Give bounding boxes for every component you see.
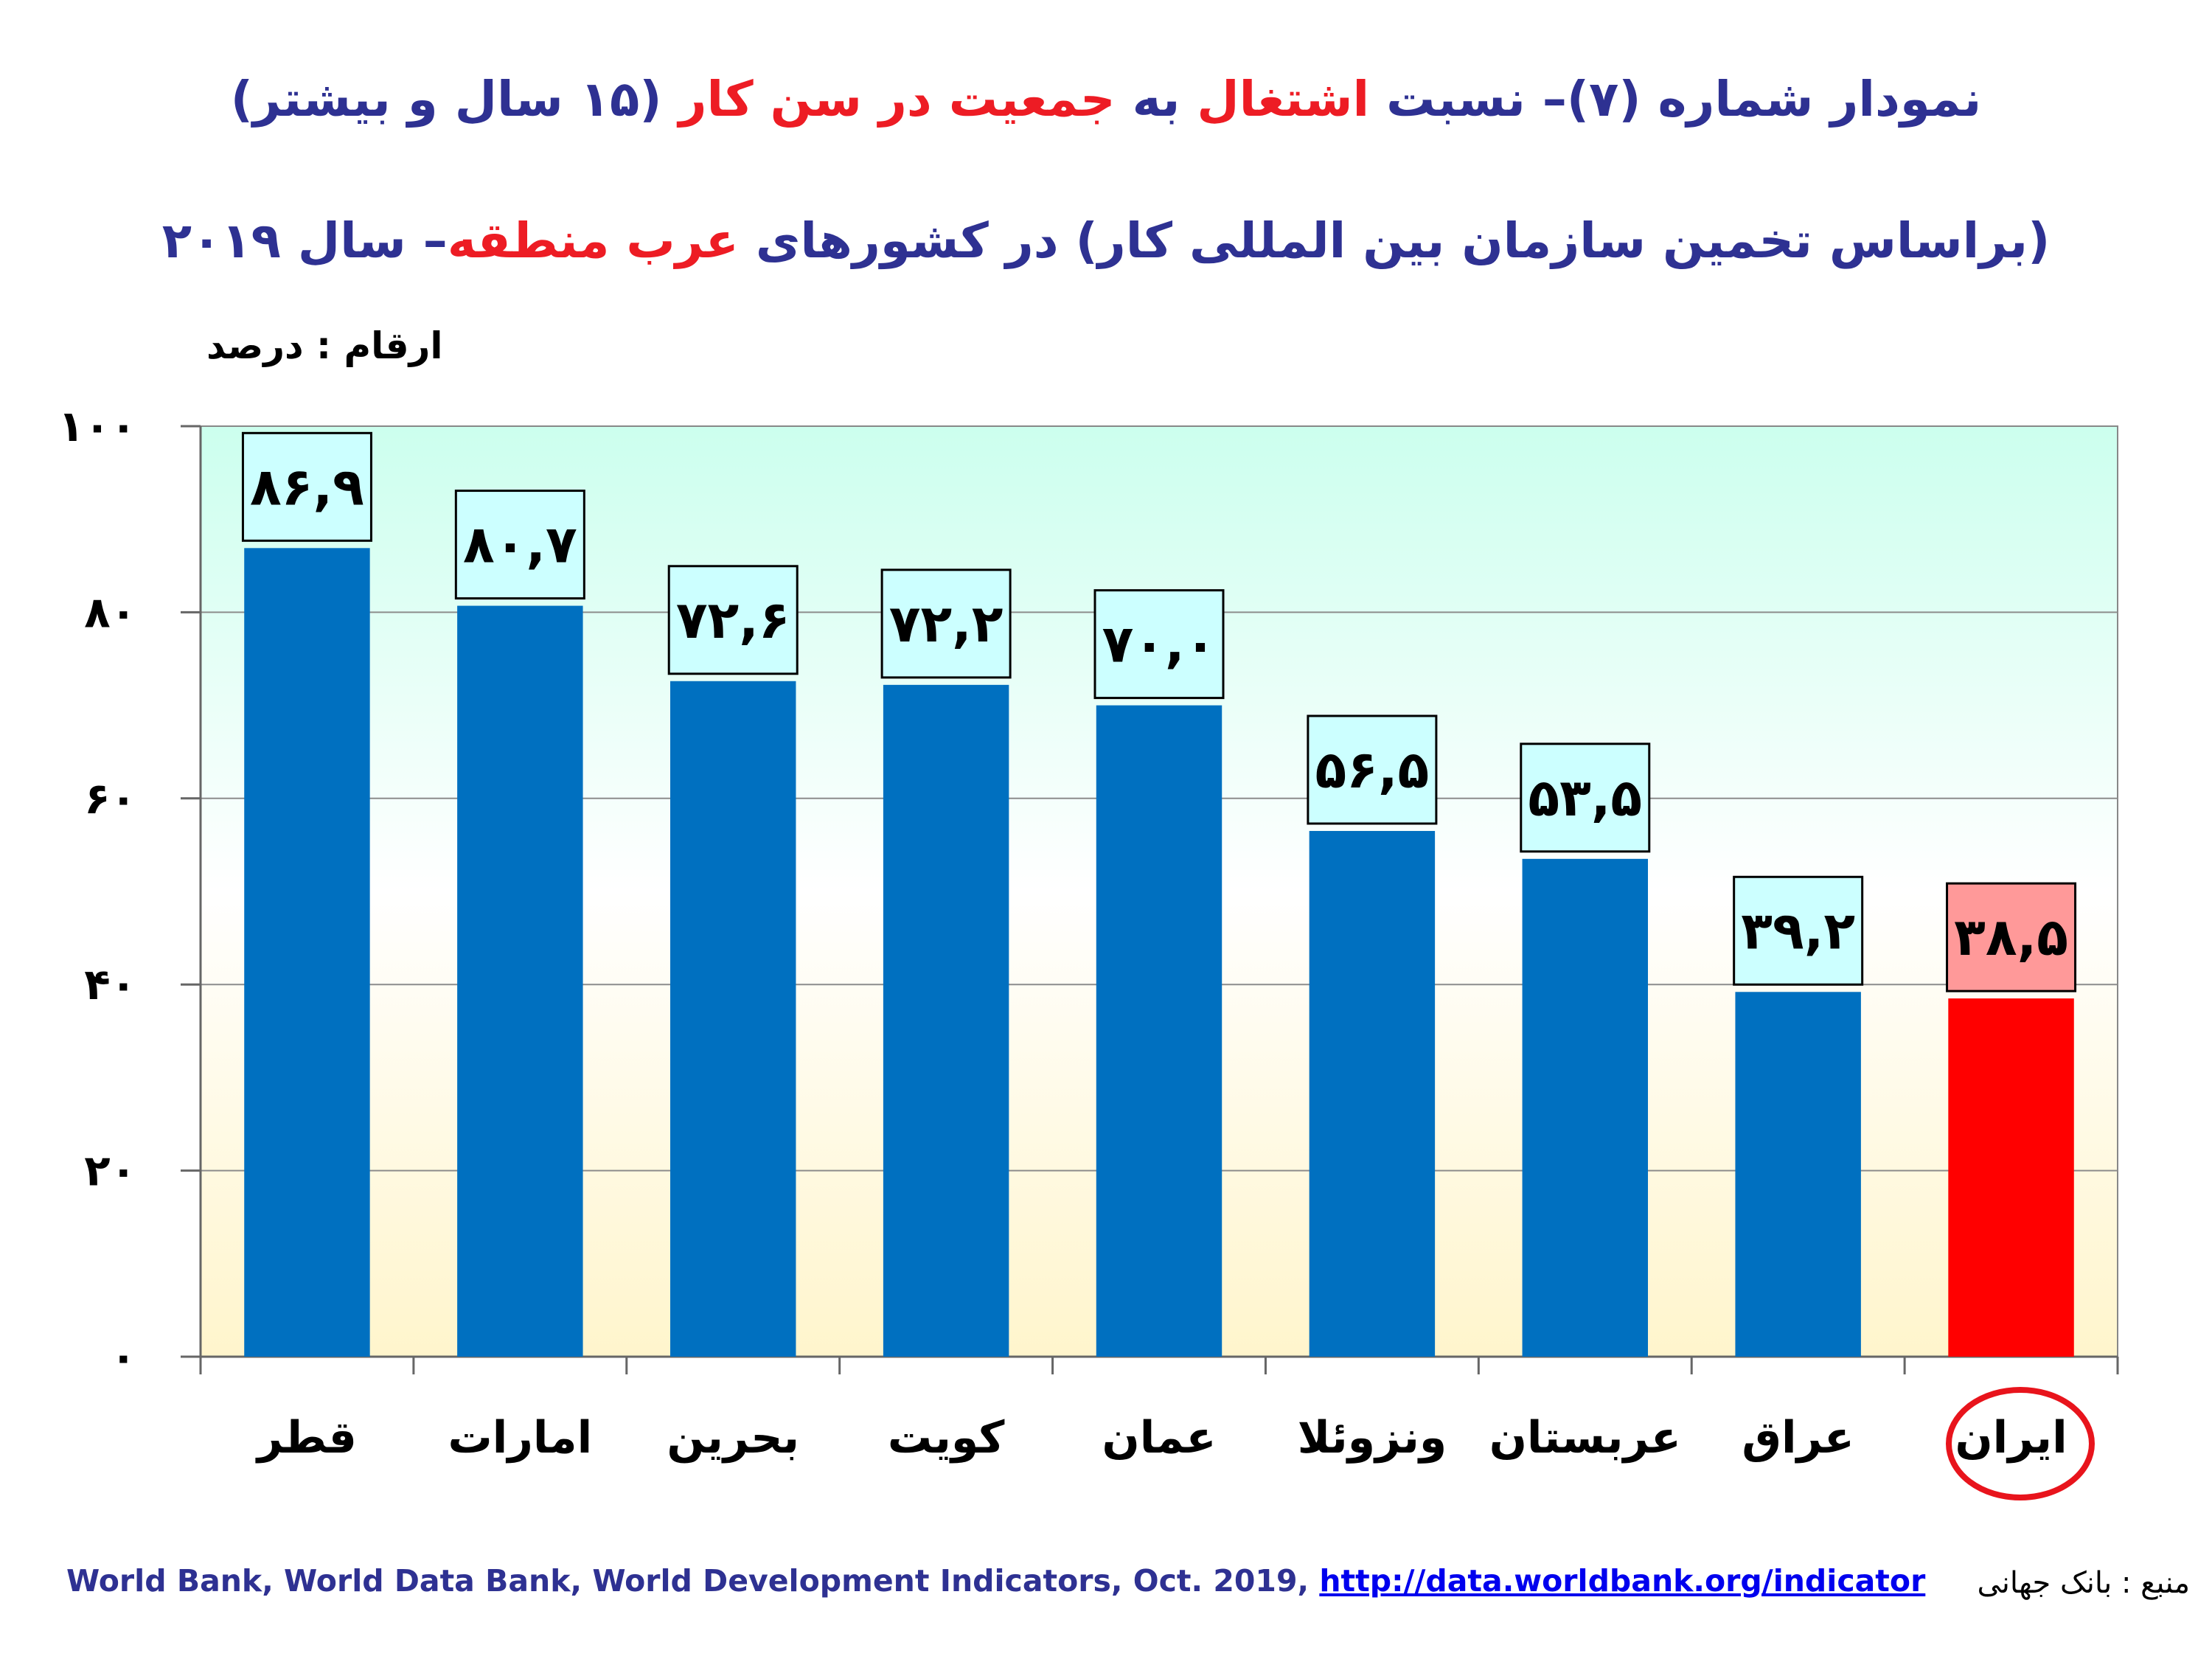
value-label-box xyxy=(1946,882,2077,992)
category-label: عراق xyxy=(1742,1412,1854,1464)
value-label-box xyxy=(1733,875,1864,986)
y-tick-label: ۱۰۰ xyxy=(58,401,136,451)
title-part: به xyxy=(1115,71,1197,128)
bar-chart: ۰ ۲۰ ۴۰ ۶۰ ۸۰ ۱۰۰ ۸۶,۹ ۸۰,۷ ۷۲,۶ ۷۲,۲ ۷۰,۰ ۵۶,۵ ۵۳,… xyxy=(58,401,2119,1500)
value-label: ۳۹,۲ xyxy=(1741,900,1855,961)
bar xyxy=(670,681,796,1357)
value-label-box xyxy=(454,490,585,600)
title-part: نمودار شماره (۷)– نسبت xyxy=(1369,71,1982,128)
title-accent: اشتغال xyxy=(1197,71,1370,128)
value-label: ۷۲,۶ xyxy=(676,590,790,650)
title-accent: جمعیت در سن کار xyxy=(678,71,1116,128)
highlight-circle xyxy=(1946,1387,2095,1500)
value-labels: ۸۶,۹ ۸۰,۷ ۷۲,۶ ۷۲,۲ ۷۰,۰ ۵۶,۵ ۵۳,۵ ۳۹,۲ ۳۸,۵ xyxy=(241,431,2077,992)
category-label: ایران xyxy=(1955,1412,2067,1464)
y-tick-label: ۶۰ xyxy=(84,773,136,824)
y-tick-label: ۰ xyxy=(111,1332,136,1382)
value-label: ۷۲,۲ xyxy=(889,594,1004,654)
category-label: قطر xyxy=(255,1412,357,1464)
value-label-box xyxy=(1093,589,1225,700)
bar xyxy=(1522,858,1648,1357)
bar xyxy=(457,605,583,1357)
title-part: (براساس تخمین سازمان بین المللی کار) در … xyxy=(738,212,2051,269)
category-labels: قطر امارات بحرین کویت عمان ونزوئلا عربستان عراق… xyxy=(255,1412,2067,1464)
bar xyxy=(1948,998,2074,1357)
value-label-box xyxy=(241,431,372,542)
source-link[interactable]: http://data.worldbank.org/indicator xyxy=(1319,1563,1926,1599)
bar xyxy=(1735,992,1861,1357)
bar-series xyxy=(244,548,2074,1357)
y-tick-label: ۲۰ xyxy=(84,1146,136,1196)
category-label: عربستان xyxy=(1489,1412,1681,1464)
category-label: امارات xyxy=(448,1412,593,1464)
value-label-box xyxy=(880,568,1012,679)
value-label-box xyxy=(667,565,799,675)
value-label: ۳۸,۵ xyxy=(1954,907,2068,967)
category-label: کویت xyxy=(888,1412,1005,1464)
chart-title-line-2: (براساس تخمین سازمان بین المللی کار) در … xyxy=(74,208,2138,274)
value-label: ۵۳,۵ xyxy=(1528,768,1642,828)
bar xyxy=(1096,705,1222,1357)
value-label-box xyxy=(1520,742,1651,853)
y-tick-label: ۸۰ xyxy=(84,587,136,637)
bar xyxy=(883,684,1009,1357)
y-tick-label: ۴۰ xyxy=(84,959,136,1009)
title-part: – سال ۲۰۱۹ xyxy=(161,212,448,269)
title-accent: عرب منطقه xyxy=(447,212,739,269)
category-label: عمان xyxy=(1102,1412,1217,1464)
chart-title-line-1: نمودار شماره (۷)– نسبت اشتغال به جمعیت د… xyxy=(74,66,2138,133)
value-label: ۸۶,۹ xyxy=(250,456,364,517)
source-persian: منبع : بانک جهانی xyxy=(1977,1566,2190,1600)
value-label: ۵۶,۵ xyxy=(1315,740,1430,800)
category-label: بحرین xyxy=(667,1412,799,1464)
value-label: ۷۰,۰ xyxy=(1102,614,1217,675)
value-label-box xyxy=(1307,714,1438,825)
source-line: World Bank, World Data Bank, World Devel… xyxy=(66,1563,2190,1600)
source-text: World Bank, World Data Bank, World Devel… xyxy=(66,1563,1320,1599)
unit-label: ارقام : درصد xyxy=(206,324,443,367)
category-label: ونزوئلا xyxy=(1298,1412,1447,1464)
axes: ۰ ۲۰ ۴۰ ۶۰ ۸۰ ۱۰۰ xyxy=(58,401,2119,1382)
title-part: (۱۵ سال و بیشتر) xyxy=(230,71,679,128)
bar xyxy=(244,548,370,1357)
bar xyxy=(1309,830,1436,1357)
value-label: ۸۰,۷ xyxy=(463,515,577,575)
